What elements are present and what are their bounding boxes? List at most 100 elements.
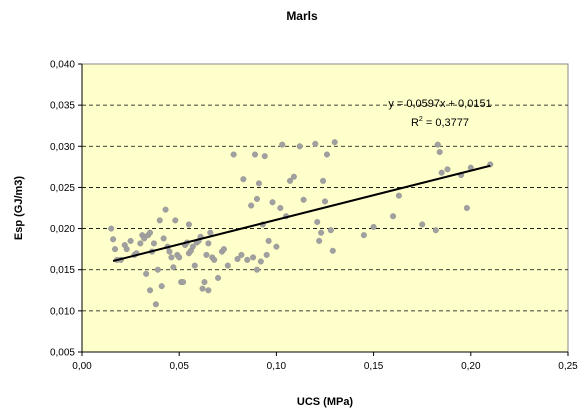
- data-point: [312, 140, 319, 147]
- data-point: [205, 287, 212, 294]
- data-point: [189, 243, 196, 250]
- data-point: [199, 285, 206, 292]
- data-point: [390, 213, 397, 220]
- data-point: [127, 237, 134, 244]
- data-point: [203, 251, 210, 258]
- r-squared-label: R2 = 0,3777: [411, 116, 469, 129]
- data-point: [170, 264, 177, 271]
- data-point: [316, 237, 323, 244]
- data-point: [360, 232, 367, 239]
- gridlines: [82, 104, 568, 312]
- data-point: [215, 274, 222, 281]
- data-point: [240, 176, 247, 183]
- r-squared-superscript: 2: [419, 116, 423, 123]
- x-tick-label: 0,05: [169, 361, 189, 372]
- data-point: [273, 243, 280, 250]
- data-point: [207, 229, 214, 236]
- data-point: [112, 246, 119, 253]
- data-point: [185, 221, 192, 228]
- data-point: [180, 279, 187, 286]
- y-tick-label: 0,025: [50, 183, 75, 194]
- data-point: [154, 266, 161, 273]
- data-point: [166, 248, 173, 255]
- data-point: [331, 139, 338, 146]
- data-point: [329, 247, 336, 254]
- y-tick-label: 0,005: [50, 348, 75, 359]
- data-point: [290, 173, 297, 180]
- y-tick-label: 0,035: [50, 101, 75, 112]
- x-tick-label: 0,20: [461, 361, 481, 372]
- data-point: [110, 236, 117, 243]
- y-tick-label: 0,030: [50, 142, 75, 153]
- data-point: [250, 254, 257, 261]
- data-point: [162, 206, 169, 213]
- data-point: [160, 235, 167, 242]
- data-point: [279, 141, 286, 148]
- data-point: [158, 283, 165, 290]
- trendline-equation: y = 0,0597x + 0,0151: [388, 98, 491, 110]
- data-point: [370, 223, 377, 230]
- data-point: [252, 151, 259, 158]
- trendline: [112, 164, 491, 263]
- y-tick-label: 0,040: [50, 60, 75, 71]
- data-point: [248, 202, 255, 209]
- data-point: [123, 246, 130, 253]
- data-point: [230, 151, 237, 158]
- data-point: [395, 192, 402, 199]
- data-point: [201, 279, 208, 286]
- data-point: [238, 251, 245, 258]
- y-tick-label: 0,015: [50, 265, 75, 276]
- x-tick-label: 0,10: [267, 361, 287, 372]
- data-point: [168, 254, 175, 261]
- data-point: [463, 204, 470, 211]
- data-point: [147, 229, 154, 236]
- data-point: [327, 227, 334, 234]
- data-point: [269, 199, 276, 206]
- data-point: [436, 149, 443, 156]
- data-point: [211, 256, 218, 263]
- data-point: [156, 217, 163, 224]
- data-point: [300, 196, 307, 203]
- data-point: [320, 177, 327, 184]
- x-tick-label: 0,25: [558, 361, 578, 372]
- data-point: [143, 270, 150, 277]
- data-point: [255, 180, 262, 187]
- data-point: [234, 256, 241, 263]
- x-axis-title: UCS (MPa): [297, 396, 354, 408]
- data-point: [444, 166, 451, 173]
- data-point: [314, 218, 321, 225]
- data-point: [261, 153, 268, 160]
- data-point: [152, 301, 159, 308]
- data-point: [141, 235, 148, 242]
- data-point: [150, 240, 157, 247]
- data-point: [147, 287, 154, 294]
- data-point: [419, 221, 426, 228]
- y-tick-label: 0,010: [50, 306, 75, 317]
- data-point: [277, 204, 284, 211]
- data-point: [253, 266, 260, 273]
- r-squared-value: = 0,3777: [423, 117, 469, 129]
- data-point: [257, 258, 264, 265]
- chart-title: Marls: [286, 9, 318, 23]
- data-point: [108, 225, 115, 232]
- axes: 0,005 0,010 0,015 0,020 0,025 0,030 0,035 0,040…: [50, 60, 578, 373]
- data-point: [263, 251, 270, 258]
- data-point: [224, 262, 231, 269]
- data-point: [322, 198, 329, 205]
- data-point: [432, 227, 439, 234]
- data-point: [137, 240, 144, 247]
- data-point: [323, 151, 330, 158]
- x-tick-label: 0,00: [72, 361, 92, 372]
- data-point: [318, 229, 325, 236]
- r-squared-symbol: R: [411, 117, 419, 129]
- data-points: [108, 139, 494, 308]
- data-point: [220, 246, 227, 253]
- trendline-group: [112, 164, 491, 263]
- data-point: [287, 177, 294, 184]
- data-point: [172, 217, 179, 224]
- data-point: [438, 169, 445, 176]
- data-point: [205, 240, 212, 247]
- x-tick-label: 0,15: [364, 361, 384, 372]
